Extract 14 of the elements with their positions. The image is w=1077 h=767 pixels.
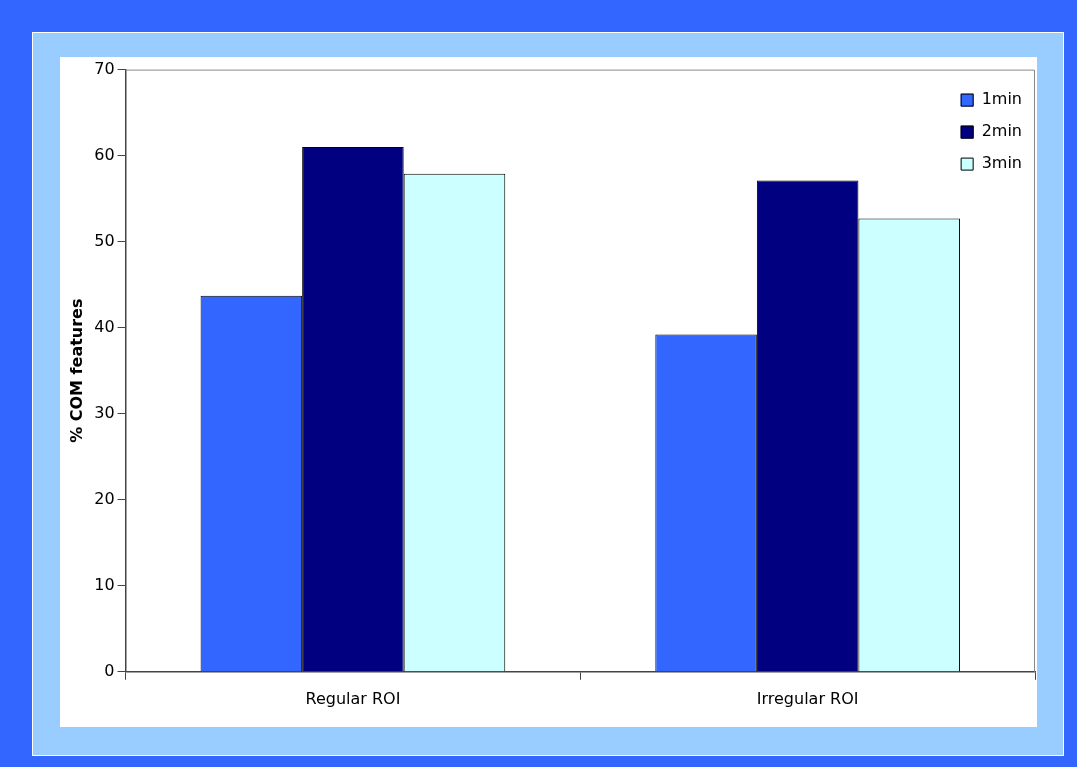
y-tick-label: 10	[94, 574, 115, 594]
x-tick-label: Regular ROI	[305, 688, 401, 708]
y-tick-label: 70	[94, 58, 115, 78]
y-tick-label: 50	[94, 230, 115, 250]
y-tick-label: 40	[94, 316, 115, 336]
y-tick-label: 60	[94, 144, 115, 164]
y-axis-title: % COM features	[66, 298, 86, 443]
y-tick-label: 0	[104, 660, 115, 680]
legend-label: 1min	[981, 88, 1023, 108]
y-tick-label: 20	[94, 488, 115, 508]
x-tick-label: Irregular ROI	[756, 688, 859, 708]
legend-label: 2min	[981, 120, 1023, 140]
legend-label: 3min	[981, 152, 1023, 172]
y-tick-label: 30	[94, 402, 115, 422]
